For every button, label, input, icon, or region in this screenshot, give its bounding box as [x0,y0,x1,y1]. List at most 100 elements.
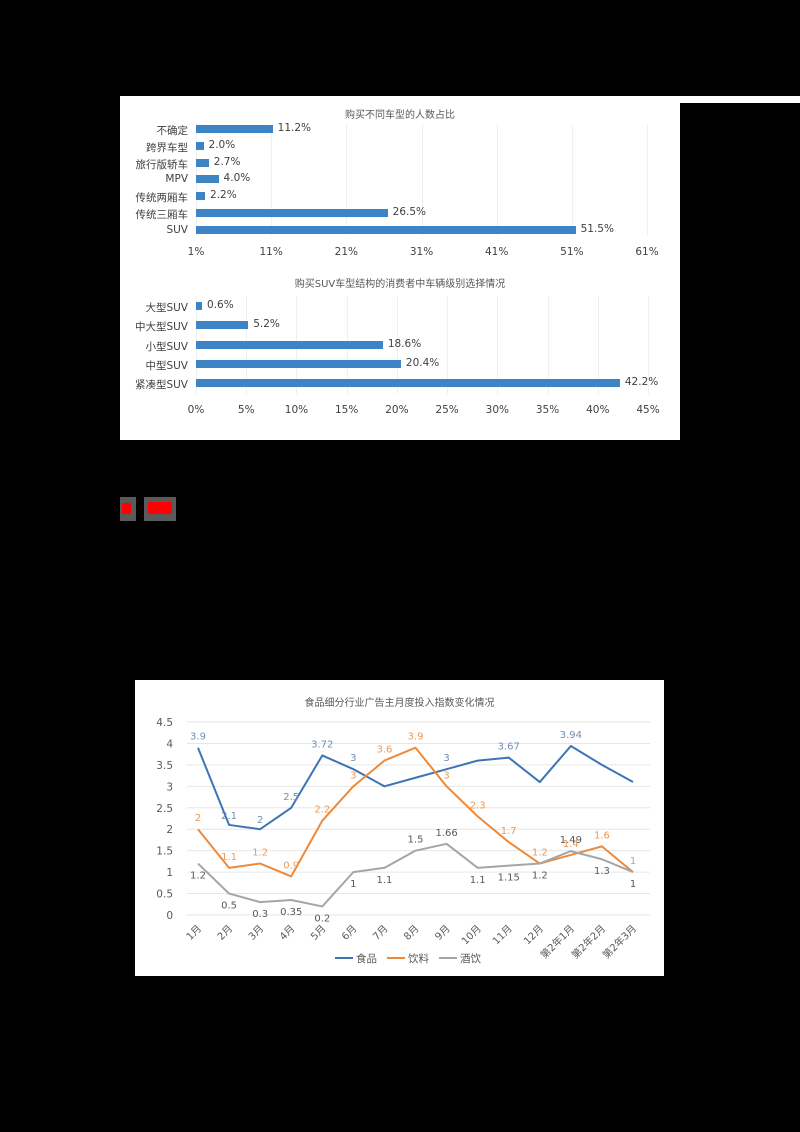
data-label: 1.66 [435,828,457,839]
x-tick-label: 41% [484,246,509,258]
data-label: 3.72 [311,739,333,750]
bar [196,141,204,150]
data-label: 1.2 [252,848,268,859]
food-ad-index-chart-image: 食品细分行业广告主月度投入指数变化情况 0 0.5 1 1.5 2 2.5 3 3.5 4 4.5… [135,680,664,976]
chart-title: 购买SUV车型结构的消费者中车辆级别选择情况 [294,279,506,290]
value-label: 2.2% [210,189,237,202]
data-label: 1.1 [376,875,392,886]
x-tick-label: 21% [334,246,358,258]
gridline [396,296,398,394]
bar [196,359,401,368]
x-tick-label: 10% [284,404,309,416]
data-label: 2 [195,813,201,824]
value-label: 20.4% [405,356,440,369]
gridline [571,124,573,236]
category-label: SUV [166,223,188,236]
category-label: 旅行版轿车 [135,158,189,171]
data-label: 3 [443,770,449,781]
data-label: 1.2 [190,871,206,882]
x-tick-label: 9月 [433,923,453,943]
y-tick-label: 2 [166,824,173,836]
x-tick-label: 31% [409,246,434,258]
category-label: 传统两厢车 [135,192,189,205]
x-tick-label: 第2年3月 [600,922,639,961]
gridline [547,296,549,394]
data-label: 2.1 [221,811,237,822]
data-label: 3.67 [498,742,520,753]
y-tick-label: 3 [166,781,173,793]
x-tick-label: 0% [187,404,205,416]
category-label: 小型SUV [145,340,188,353]
data-label: 1.1 [470,875,486,886]
x-tick-label: 11% [259,246,283,258]
x-tick-label: 61% [635,246,659,258]
data-label: 0.9 [283,860,299,871]
bar [196,209,388,217]
legend-label: 食品 [356,952,377,965]
x-tick-label: 11月 [490,923,515,948]
bar [196,225,576,234]
data-label: 1.2 [532,871,548,882]
x-tick-label: 7月 [370,923,390,943]
data-label: 1.7 [501,826,517,837]
data-label: 3.6 [376,745,392,756]
gridline [597,296,599,394]
category-label: 中型SUV [145,359,188,372]
data-label: 1.2 [532,848,548,859]
x-tick-label: 45% [636,404,660,416]
data-label: 2.5 [283,792,299,803]
category-label: 跨界车型 [146,141,188,154]
data-label: 3.9 [408,732,424,743]
x-tick-label: 12月 [521,923,546,948]
x-tick-label: 51% [560,246,584,258]
x-tick-label: 1月 [184,923,204,943]
data-label: 3 [350,770,356,781]
value-label: 2.7% [213,155,241,168]
data-label: 1.15 [498,873,520,884]
y-tick-label: 1.5 [156,846,173,858]
bar [196,158,209,167]
x-tick-label: 5% [237,404,255,416]
category-label: 传统三厢车 [135,209,189,221]
data-label: 1 [350,879,356,890]
value-label: 4.0% [223,172,251,185]
data-label: 1.3 [594,866,610,877]
category-label: 中大型SUV [134,321,188,334]
value-label: 51.5% [580,222,614,235]
legend-label: 酒饮 [460,952,481,965]
data-label: 3.94 [560,730,582,741]
gridline [421,124,423,236]
x-tick-label: 30% [485,404,509,416]
data-label: 0.5 [221,901,237,912]
category-label: 不确定 [156,125,189,137]
value-label: 0.6% [207,299,234,311]
x-tick-label: 5月 [308,923,328,943]
line-chart: 00.511.522.533.544.51月 2月 3月 4月 5月 6月 7月 8月 9月 10… [156,717,650,965]
x-tick-label: 6月 [339,923,359,943]
category-label: 紧凑型SUV [134,379,188,392]
bar [196,340,383,349]
data-label: 3.9 [190,732,206,743]
redacted-mark-1 [120,497,136,521]
category-label: MPV [165,173,188,186]
value-label: 18.6% [387,337,422,350]
data-label: 1.5 [408,835,424,846]
x-tick-label: 40% [586,404,610,416]
data-label: 1 [630,879,636,890]
series-line-食品 [197,745,634,831]
x-tick-label: 3月 [246,923,266,943]
x-tick-label: 8月 [402,923,422,943]
chart-title: 食品细分行业广告主月度投入指数变化情况 [304,698,495,709]
category-label: 大型SUV [145,302,188,314]
y-tick-label: 4.5 [156,717,173,729]
bar [196,192,206,201]
data-label: 3 [443,753,449,764]
data-label: 0.2 [314,913,330,924]
redacted-mark-2 [144,497,176,521]
data-label: 1 [630,856,636,867]
x-tick-label: 4月 [277,923,297,943]
value-label: 2.0% [208,138,236,151]
x-tick-label: 15% [334,404,359,416]
top-white-strip [600,96,800,103]
y-tick-label: 2.5 [156,803,173,815]
